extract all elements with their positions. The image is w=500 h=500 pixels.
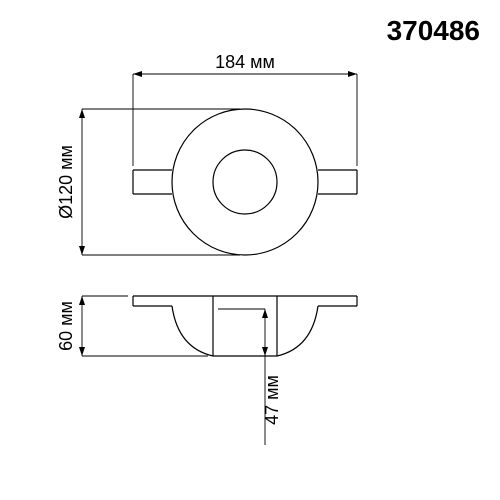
dim-47: 47 мм <box>218 309 282 445</box>
side-view <box>133 296 357 356</box>
dim-47-label: 47 мм <box>262 375 282 425</box>
dim-120: Ø120 мм <box>56 109 240 255</box>
dim-120-label: Ø120 мм <box>56 145 76 219</box>
inner-circle <box>213 150 277 214</box>
outer-circle <box>172 109 318 255</box>
technical-drawing: 370486 184 мм Ø120 мм <box>0 0 500 500</box>
product-code: 370486 <box>387 15 480 46</box>
dim-60-label: 60 мм <box>56 301 76 351</box>
dim-184-label: 184 мм <box>215 52 275 72</box>
top-view <box>133 109 357 255</box>
dim-60: 60 мм <box>56 296 208 356</box>
